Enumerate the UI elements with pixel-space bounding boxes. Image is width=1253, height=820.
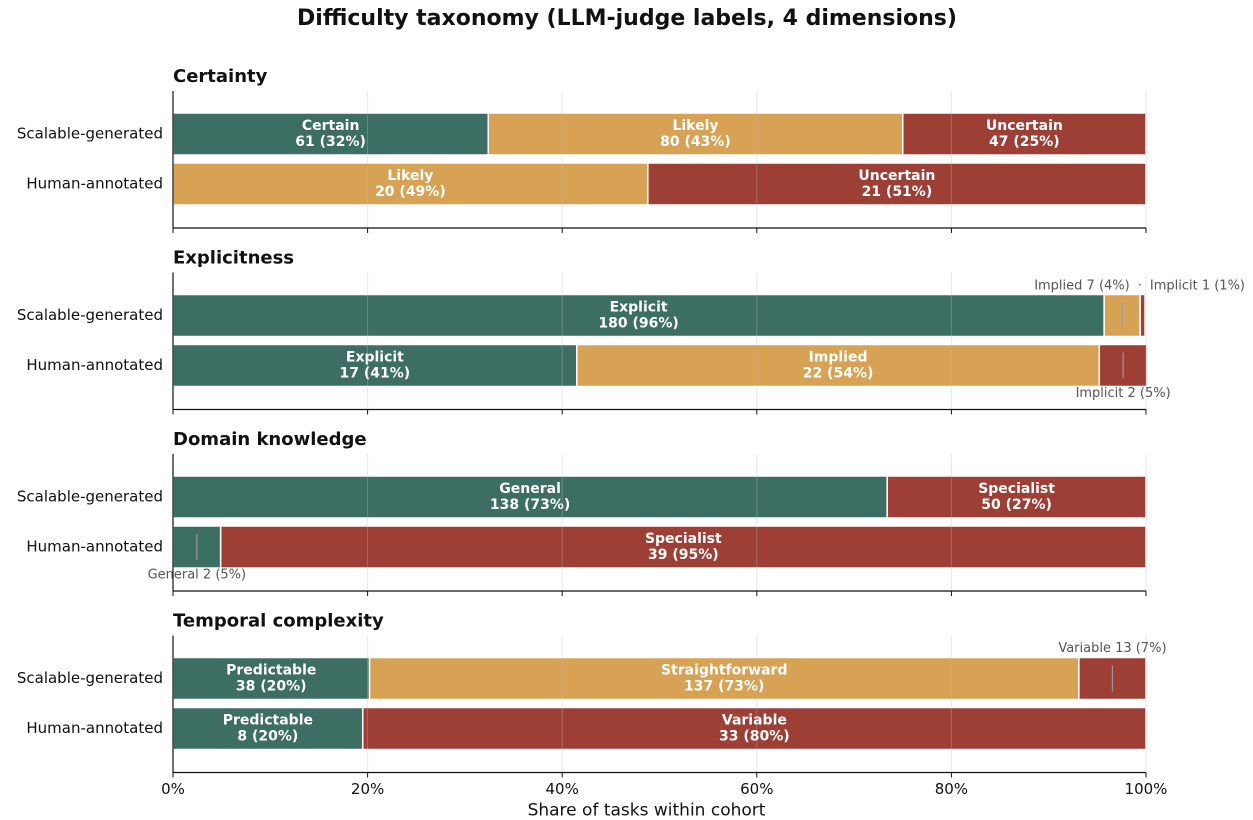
y-tick-label: Human-annotated xyxy=(26,538,163,556)
value-label: 50 (27%) xyxy=(981,497,1052,513)
segment-name: Implied xyxy=(809,350,868,366)
y-tick-label: Scalable-generated xyxy=(17,125,163,143)
bar-segment xyxy=(576,343,1101,388)
small-value-labels: Implied 7 (4%) · Implicit 1 (1%) xyxy=(1034,278,1245,293)
panel-title: Temporal complexity xyxy=(173,611,384,632)
bar-segment xyxy=(902,112,1147,156)
bar-segment xyxy=(219,525,1147,569)
value-label: 8 (20%) xyxy=(237,729,298,745)
panel-title: Domain knowledge xyxy=(173,429,367,450)
segment-name: Likely xyxy=(387,168,433,184)
x-tick-label: 20% xyxy=(351,780,384,798)
segment-name: Uncertain xyxy=(986,118,1063,134)
value-label: 80 (43%) xyxy=(660,134,731,150)
x-tick-label: 100% xyxy=(1125,780,1168,798)
y-tick-label: Human-annotated xyxy=(26,719,163,737)
segment-name: Explicit xyxy=(610,300,668,316)
value-label: 33 (80%) xyxy=(719,729,790,745)
value-label: 38 (20%) xyxy=(236,679,307,695)
value-label: 22 (54%) xyxy=(803,366,874,382)
value-label: Implicit 1 (1%) xyxy=(1150,278,1245,293)
value-label: 17 (41%) xyxy=(340,366,411,382)
bar-segment xyxy=(647,162,1147,206)
value-label: General 2 (5%) xyxy=(148,568,247,583)
value-label: 39 (95%) xyxy=(648,547,719,563)
label-separator: · xyxy=(1138,278,1142,293)
y-tick-label: Scalable-generated xyxy=(17,306,163,324)
y-tick-label: Scalable-generated xyxy=(17,669,163,687)
segment-name: General xyxy=(499,481,561,497)
x-axis-label: Share of tasks within cohort xyxy=(528,801,766,820)
bar-segment xyxy=(1139,293,1146,338)
panel-title: Explicitness xyxy=(173,248,294,269)
chart-title: Difficulty taxonomy (LLM-judge labels, 4… xyxy=(297,6,957,31)
bar-segment xyxy=(1103,293,1141,338)
segment-name: Certain xyxy=(302,118,360,134)
segment-name: Explicit xyxy=(346,350,404,366)
x-tick-label: 80% xyxy=(935,780,968,798)
x-tick-label: 40% xyxy=(546,780,579,798)
x-tick-label: 60% xyxy=(740,780,773,798)
x-tick-label: 0% xyxy=(161,780,185,798)
value-label: Implicit 2 (5%) xyxy=(1076,386,1171,401)
segment-name: Uncertain xyxy=(858,168,935,184)
panel-title: Certainty xyxy=(173,66,268,87)
value-label: Implied 7 (4%) xyxy=(1034,278,1130,293)
bar-segment xyxy=(172,112,490,156)
bar-segment xyxy=(172,656,371,701)
segment-name: Straightforward xyxy=(661,663,788,679)
bar-segment xyxy=(886,475,1147,519)
bar-segment xyxy=(172,343,578,388)
bar-segment xyxy=(361,706,1147,751)
segment-name: Variable xyxy=(722,713,787,729)
value-label: 20 (49%) xyxy=(375,184,446,200)
y-tick-label: Human-annotated xyxy=(26,175,163,193)
value-label: 21 (51%) xyxy=(862,184,933,200)
value-label: 137 (73%) xyxy=(684,679,764,695)
value-label: 47 (25%) xyxy=(989,134,1060,150)
segment-name: Predictable xyxy=(223,713,313,729)
value-label: Variable 13 (7%) xyxy=(1058,641,1166,656)
bar-segment xyxy=(487,112,904,156)
segment-name: Likely xyxy=(672,118,718,134)
value-label: 138 (73%) xyxy=(490,497,570,513)
value-label: 61 (32%) xyxy=(295,134,366,150)
y-tick-label: Scalable-generated xyxy=(17,488,163,506)
y-tick-label: Human-annotated xyxy=(26,356,163,374)
segment-name: Specialist xyxy=(978,481,1055,497)
segment-name: Specialist xyxy=(645,531,722,547)
value-label: 180 (96%) xyxy=(598,316,678,332)
segment-name: Predictable xyxy=(226,663,316,679)
